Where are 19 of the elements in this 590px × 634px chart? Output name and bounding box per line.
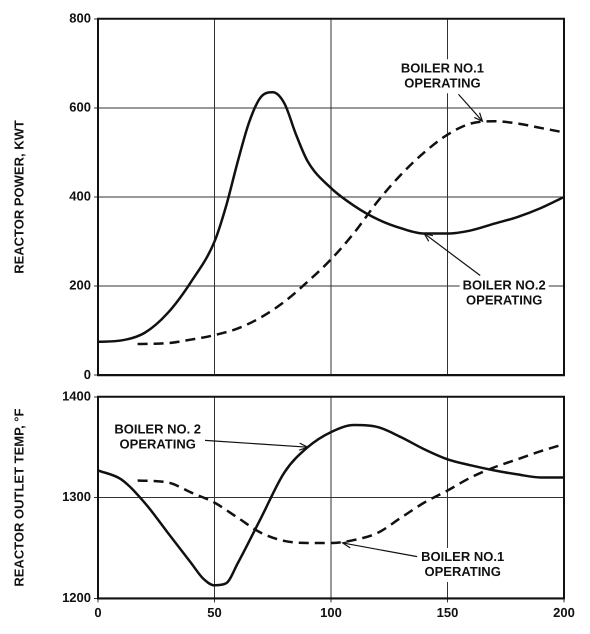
y-tick-label: 400	[69, 188, 91, 204]
x-tick-label: 50	[207, 604, 222, 620]
y-tick-label: 0	[84, 366, 91, 382]
y-tick-label: 1300	[62, 489, 91, 504]
x-tick-label: 0	[94, 604, 102, 620]
annotation: BOILER NO.1 OPERATING	[400, 60, 484, 90]
y-tick-label: 800	[69, 10, 91, 26]
x-tick-label: 100	[320, 604, 342, 620]
x-tick-label: 150	[436, 604, 458, 620]
y-tick-label: 1400	[62, 388, 91, 404]
annotation: BOILER NO.2 OPERATING	[462, 278, 546, 308]
y-tick-label: 1200	[62, 590, 91, 605]
x-tick-label: 200	[553, 604, 575, 620]
annotation: BOILER NO. 2 OPERATING	[114, 421, 202, 452]
y-tick-label: 600	[69, 99, 91, 114]
y-axis-title: REACTOR OUTLET TEMP, °F	[11, 408, 26, 587]
y-axis-title: REACTOR POWER, KWT	[11, 120, 26, 274]
annotation: BOILER NO.1 OPERATING	[421, 549, 504, 580]
y-tick-label: 200	[69, 278, 91, 293]
